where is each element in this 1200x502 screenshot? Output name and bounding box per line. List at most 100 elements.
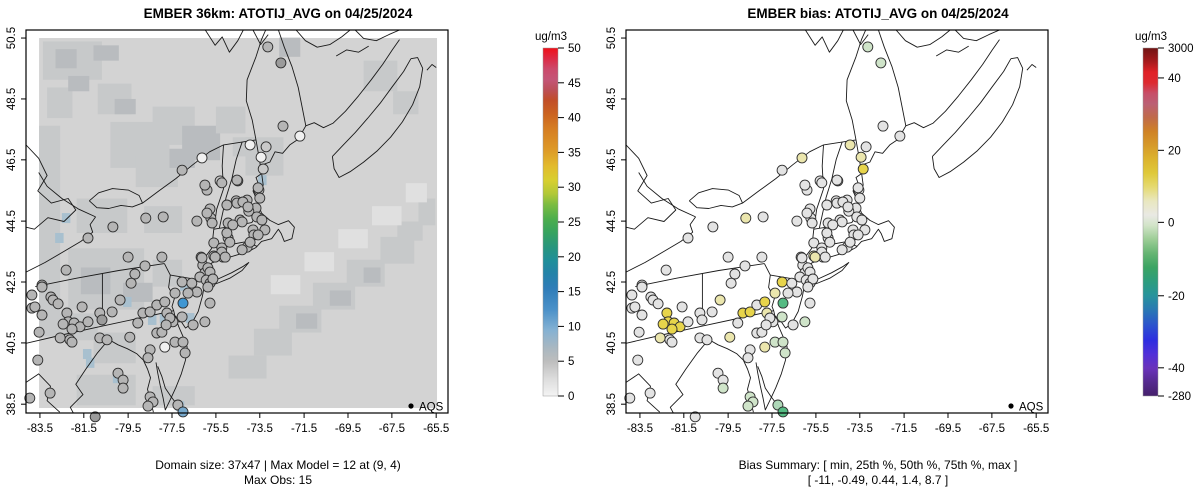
colorbar-tick-label: 15 [568, 287, 581, 299]
station-circle [666, 323, 678, 335]
station-circle [824, 236, 836, 248]
station-circle [82, 316, 94, 328]
station-circle [816, 177, 828, 189]
raster-patch [363, 267, 381, 283]
station-circle [836, 216, 848, 228]
aqs-legend-dot [408, 403, 414, 409]
station-circle [182, 287, 194, 299]
left-panel-title: EMBER 36km: ATOTIJ_AVG on 04/25/2024 [143, 6, 413, 21]
y-tick-label: 48.5 [606, 88, 618, 110]
station-circle [701, 334, 713, 346]
station-circle [742, 400, 754, 412]
raster-blue-cell [185, 313, 195, 324]
station-circle [177, 297, 189, 309]
station-circle [776, 311, 788, 323]
station-circle [24, 392, 36, 404]
station-circle [842, 201, 854, 213]
station-circle [176, 311, 188, 323]
right-colorbar-unit-label: ug/m3 [1135, 31, 1167, 43]
raster-patch [279, 37, 301, 57]
station-circle [875, 57, 887, 69]
station-circle [808, 237, 820, 249]
station-circle [717, 382, 729, 394]
colorbar-tick-label: -20 [1168, 291, 1185, 303]
station-circle [844, 236, 856, 248]
station-circle [57, 318, 69, 330]
station-circle [33, 326, 45, 338]
station-circle [159, 341, 171, 353]
station-circle [756, 251, 768, 263]
station-circle [236, 244, 248, 256]
map-outline [802, 144, 824, 261]
map-outline [426, 64, 437, 71]
raster-patch [270, 275, 301, 295]
raster-patch [215, 106, 246, 134]
station-circle [36, 309, 48, 321]
station-circle [739, 260, 751, 272]
x-tick-label: -81.5 [671, 423, 697, 435]
station-circle [860, 141, 872, 153]
y-tick-label: 40.5 [6, 332, 18, 354]
station-circle [191, 286, 203, 298]
station-circle [254, 192, 266, 204]
station-circle [760, 319, 772, 331]
y-tick-label: 42.5 [6, 271, 18, 293]
raster-patch [304, 252, 335, 272]
raster-patch [363, 60, 398, 92]
station-circle [106, 306, 118, 318]
station-circle [862, 41, 874, 53]
station-circle [236, 216, 248, 228]
x-tick-label: -65.5 [1023, 423, 1049, 435]
station-circle [786, 277, 798, 289]
station-circle [854, 192, 866, 204]
station-circle [169, 287, 181, 299]
station-circle [894, 130, 906, 142]
station-circle [666, 336, 678, 348]
station-circle [66, 336, 78, 348]
station-circle [877, 120, 889, 132]
station-circle [277, 120, 289, 132]
model-colorbar [542, 47, 559, 397]
station-circle [759, 296, 771, 308]
colorbar-tick-label: 3000 [1168, 43, 1194, 55]
station-circle [255, 151, 267, 163]
raster-patch [253, 328, 292, 356]
station-circle [725, 277, 737, 289]
station-circle [231, 174, 243, 186]
map-outline [332, 58, 412, 157]
y-tick-label: 42.5 [606, 271, 618, 293]
station-circle [199, 316, 211, 328]
station-circle [177, 406, 189, 418]
station-circle [204, 297, 216, 309]
raster-patch [393, 91, 419, 115]
station-circle [66, 323, 78, 335]
station-circle [827, 219, 839, 231]
aqs-legend-label: AQS [1019, 402, 1044, 414]
station-circle [257, 163, 269, 175]
x-tick-label: -71.5 [891, 423, 917, 435]
map-outline [295, 30, 351, 48]
map-outline [669, 339, 710, 413]
station-circle [714, 294, 726, 306]
station-circle [831, 174, 843, 186]
colorbar-tick-label: 20 [568, 252, 581, 264]
map-outline [852, 30, 869, 46]
x-tick-label: -71.5 [291, 423, 317, 435]
map-outline [954, 30, 1000, 42]
colorbar-tick-label: 0 [1168, 217, 1174, 229]
station-circle [186, 277, 198, 289]
map-outline [335, 45, 369, 57]
colorbar-tick-label: 20 [1168, 145, 1181, 157]
station-circle [191, 215, 203, 227]
station-circle [791, 286, 803, 298]
station-circle [124, 331, 136, 343]
x-tick-label: -77.5 [759, 423, 785, 435]
bias-map-panel: -83.5 -81.5 -79.5 -77.5 -75.5 -73.5 -71.5 -69.5… [606, 27, 1194, 435]
station-circle [199, 179, 211, 191]
station-circle [36, 281, 48, 293]
raster-patch [338, 229, 368, 249]
station-circle [654, 332, 666, 344]
station-circle [777, 406, 789, 418]
raster-blue-cell [123, 296, 132, 307]
